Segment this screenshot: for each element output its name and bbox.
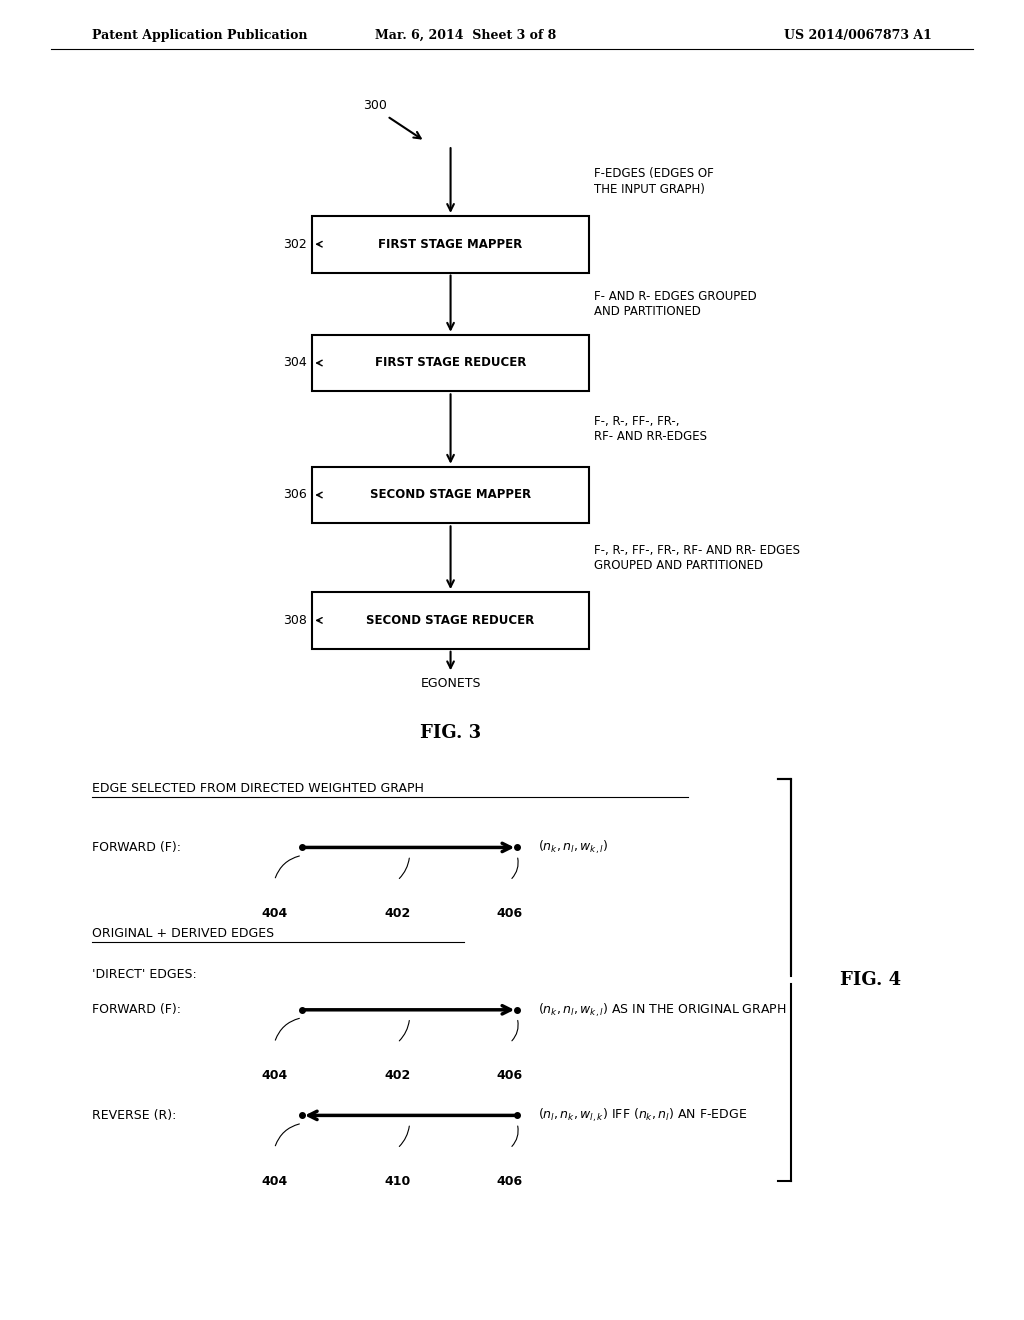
Text: 402: 402 bbox=[384, 907, 411, 920]
Text: Patent Application Publication: Patent Application Publication bbox=[92, 29, 307, 42]
Text: 302: 302 bbox=[284, 238, 307, 251]
Text: FIRST STAGE REDUCER: FIRST STAGE REDUCER bbox=[375, 356, 526, 370]
Text: F-, R-, FF-, FR-, RF- AND RR- EDGES
GROUPED AND PARTITIONED: F-, R-, FF-, FR-, RF- AND RR- EDGES GROU… bbox=[594, 544, 800, 572]
FancyBboxPatch shape bbox=[312, 334, 589, 391]
Text: F-EDGES (EDGES OF
THE INPUT GRAPH): F-EDGES (EDGES OF THE INPUT GRAPH) bbox=[594, 168, 714, 195]
Text: $(n_k, n_l, w_{k,l})$: $(n_k, n_l, w_{k,l})$ bbox=[538, 838, 607, 857]
Text: 406: 406 bbox=[497, 1175, 523, 1188]
Text: 404: 404 bbox=[261, 1069, 288, 1082]
Text: 402: 402 bbox=[384, 1069, 411, 1082]
Text: US 2014/0067873 A1: US 2014/0067873 A1 bbox=[784, 29, 932, 42]
Text: FIRST STAGE MAPPER: FIRST STAGE MAPPER bbox=[379, 238, 522, 251]
Text: FORWARD (F):: FORWARD (F): bbox=[92, 841, 181, 854]
Text: 'DIRECT' EDGES:: 'DIRECT' EDGES: bbox=[92, 968, 197, 981]
Text: F- AND R- EDGES GROUPED
AND PARTITIONED: F- AND R- EDGES GROUPED AND PARTITIONED bbox=[594, 289, 757, 318]
Text: SECOND STAGE REDUCER: SECOND STAGE REDUCER bbox=[367, 614, 535, 627]
Text: Mar. 6, 2014  Sheet 3 of 8: Mar. 6, 2014 Sheet 3 of 8 bbox=[375, 29, 557, 42]
Text: 404: 404 bbox=[261, 907, 288, 920]
Text: 404: 404 bbox=[261, 1175, 288, 1188]
Text: REVERSE (R):: REVERSE (R): bbox=[92, 1109, 176, 1122]
FancyBboxPatch shape bbox=[312, 466, 589, 523]
Text: ORIGINAL + DERIVED EDGES: ORIGINAL + DERIVED EDGES bbox=[92, 927, 274, 940]
Text: $(n_k, n_l, w_{k,l})$ AS IN THE ORIGINAL GRAPH: $(n_k, n_l, w_{k,l})$ AS IN THE ORIGINAL… bbox=[538, 1001, 786, 1019]
Text: EGONETS: EGONETS bbox=[420, 677, 481, 690]
Text: 300: 300 bbox=[364, 99, 387, 112]
Text: FORWARD (F):: FORWARD (F): bbox=[92, 1003, 181, 1016]
Text: 304: 304 bbox=[284, 356, 307, 370]
Text: F-, R-, FF-, FR-,
RF- AND RR-EDGES: F-, R-, FF-, FR-, RF- AND RR-EDGES bbox=[594, 414, 707, 444]
Text: 406: 406 bbox=[497, 907, 523, 920]
Text: FIG. 3: FIG. 3 bbox=[420, 723, 481, 742]
Text: 406: 406 bbox=[497, 1069, 523, 1082]
Text: 410: 410 bbox=[384, 1175, 411, 1188]
Text: $(n_l, n_k, w_{l,k})$ IFF $(n_k, n_l)$ AN F-EDGE: $(n_l, n_k, w_{l,k})$ IFF $(n_k, n_l)$ A… bbox=[538, 1106, 746, 1125]
FancyBboxPatch shape bbox=[312, 591, 589, 648]
Text: SECOND STAGE MAPPER: SECOND STAGE MAPPER bbox=[370, 488, 531, 502]
FancyBboxPatch shape bbox=[312, 215, 589, 272]
Text: FIG. 4: FIG. 4 bbox=[840, 972, 901, 989]
Text: EDGE SELECTED FROM DIRECTED WEIGHTED GRAPH: EDGE SELECTED FROM DIRECTED WEIGHTED GRA… bbox=[92, 781, 424, 795]
Text: 308: 308 bbox=[284, 614, 307, 627]
Text: 306: 306 bbox=[284, 488, 307, 502]
